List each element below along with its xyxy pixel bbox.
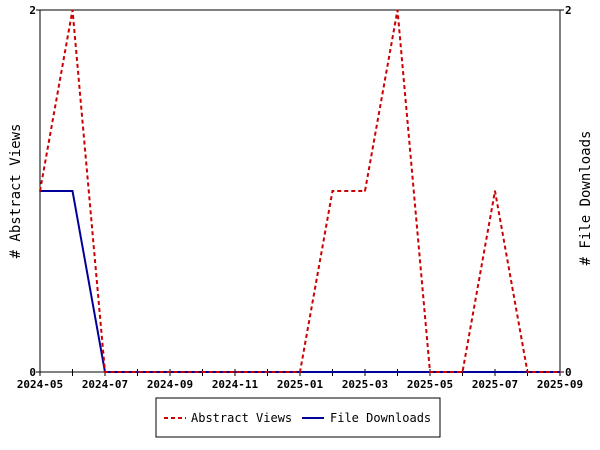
legend: Abstract Views File Downloads bbox=[155, 397, 441, 438]
data-point-abstract-views bbox=[331, 190, 334, 192]
legend-box bbox=[155, 397, 441, 438]
data-point-file-downloads bbox=[364, 371, 366, 373]
y-right-tick-label: 2 bbox=[565, 4, 572, 17]
data-point-abstract-views bbox=[104, 371, 106, 373]
x-tick-label: 2025-09 bbox=[537, 378, 583, 391]
legend-label-abstract-views: Abstract Views bbox=[191, 411, 292, 425]
data-point-abstract-views bbox=[234, 371, 236, 373]
plot-area bbox=[39, 9, 561, 373]
data-point-abstract-views bbox=[169, 371, 171, 373]
y-axis-right-title: # File Downloads bbox=[578, 131, 594, 266]
x-tick-label: 2024-09 bbox=[147, 378, 193, 391]
series-layer bbox=[39, 9, 561, 373]
data-point-abstract-views bbox=[136, 371, 139, 373]
data-point-abstract-views bbox=[364, 190, 366, 192]
x-tick-label: 2024-07 bbox=[82, 378, 128, 391]
data-point-abstract-views bbox=[266, 371, 269, 373]
x-axis: 2024-05 2024-07 2024-09 2024-11 2025-01 2025-… bbox=[17, 369, 583, 391]
x-tick-label: 2024-05 bbox=[17, 378, 63, 391]
y-axis-left-title: # Abstract Views bbox=[8, 124, 24, 259]
x-tick-label: 2025-07 bbox=[472, 378, 518, 391]
data-point-abstract-views bbox=[396, 9, 399, 11]
data-point-abstract-views bbox=[526, 371, 529, 373]
data-point-abstract-views bbox=[201, 371, 204, 373]
x-tick-label: 2025-05 bbox=[407, 378, 453, 391]
data-point-file-downloads bbox=[71, 190, 74, 192]
data-point-file-downloads bbox=[494, 371, 496, 373]
data-point-abstract-views bbox=[299, 371, 301, 373]
y-left-tick-label: 0 bbox=[29, 366, 36, 379]
data-point-abstract-views bbox=[429, 371, 431, 373]
x-tick-label: 2025-01 bbox=[277, 378, 324, 391]
y-right-tick-label: 0 bbox=[565, 366, 572, 379]
data-point-abstract-views bbox=[559, 371, 561, 373]
data-point-abstract-views bbox=[461, 371, 464, 373]
data-point-file-downloads bbox=[396, 371, 399, 373]
y-left-tick-label: 2 bbox=[29, 4, 36, 17]
legend-label-file-downloads: File Downloads bbox=[330, 411, 431, 425]
data-point-abstract-views bbox=[71, 9, 74, 11]
data-point-abstract-views bbox=[39, 190, 41, 192]
data-point-abstract-views bbox=[494, 190, 496, 192]
data-point-file-downloads bbox=[331, 371, 334, 373]
x-tick-label: 2024-11 bbox=[212, 378, 259, 391]
x-tick-label: 2025-03 bbox=[342, 378, 388, 391]
